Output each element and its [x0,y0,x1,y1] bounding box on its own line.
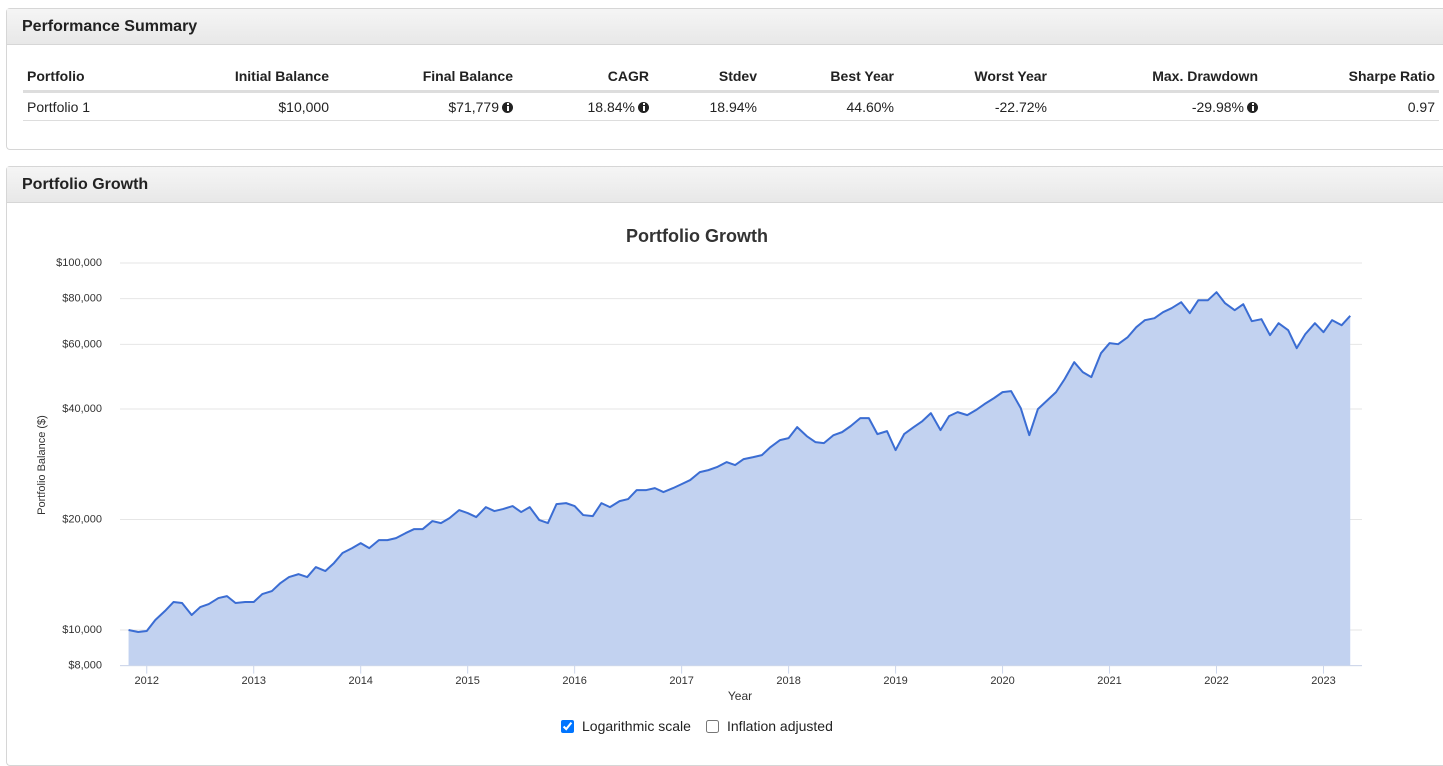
column-header: Sharpe Ratio [1262,61,1439,93]
x-tick-label: 2023 [1311,675,1335,687]
y-tick-label: $40,000 [62,403,102,415]
x-tick-label: 2017 [669,675,693,687]
y-axis-label: Portfolio Balance ($) [36,415,48,515]
column-header: Max. Drawdown [1051,61,1262,93]
cell: -22.72% [994,98,1047,115]
info-icon[interactable] [502,101,513,113]
y-tick-label: $80,000 [62,292,102,304]
line [128,291,1351,634]
info-icon[interactable] [638,101,649,113]
info-icon[interactable] [1247,101,1258,113]
summary-panel: Performance Summary Portfolio Initial Ba… [6,8,1443,150]
column-header: Final Balance [333,61,517,93]
cell: -29.98% [1191,98,1244,115]
header-row: Portfolio Initial Balance Final Balance … [23,61,1439,93]
panel-title: Performance Summary [7,9,1443,45]
column-header: Portfolio [23,61,141,93]
cell: $10,000 [278,98,329,115]
x-axis-label: Year [728,689,752,703]
x-tick-label: 2020 [990,675,1014,687]
x-tick-label: 2016 [562,675,586,687]
column-header: Worst Year [898,61,1051,93]
cell: 0.97 [1407,98,1435,115]
column-header: Initial Balance [141,61,333,93]
column-header: CAGR [517,61,653,93]
y-tick-label: $20,000 [62,513,102,525]
x-tick-label: 2021 [1097,675,1121,687]
control[interactable]: Logarithmic scale [561,718,691,734]
column-header: Best Year [761,61,898,93]
y-tick-label: $8,000 [68,660,102,672]
x-tick-label: 2015 [455,675,479,687]
checkbox[interactable] [561,719,574,733]
control-label: Logarithmic scale [582,718,691,734]
chart-title: Portfolio Growth [626,226,768,246]
control-label: Inflation adjusted [727,718,833,734]
cell: Portfolio 1 [27,98,91,115]
cell: 18.94% [709,98,757,115]
x-tick-label: 2013 [241,675,265,687]
x-tick-label: 2019 [883,675,907,687]
data-row: Portfolio 1 $10,000 $71,779 18.84% 18.94… [23,91,1439,121]
x-tick-label: 2018 [776,675,800,687]
y-tick-label: $60,000 [62,338,102,350]
x-tick-label: 2014 [348,675,372,687]
y-tick-label: $100,000 [56,257,102,269]
column-header: Stdev [653,61,761,93]
checkbox[interactable] [706,719,719,733]
summary-table: Portfolio Initial Balance Final Balance … [23,61,1439,121]
x-tick-label: 2022 [1204,675,1228,687]
area [128,292,1351,666]
panel-title: Portfolio Growth [7,167,1443,203]
y-tick-label: $10,000 [62,624,102,636]
cell: $71,779 [448,98,499,115]
cell: 44.60% [846,98,894,115]
control[interactable]: Inflation adjusted [706,718,833,734]
cell: 18.84% [587,98,635,115]
x-tick-label: 2012 [135,675,159,687]
